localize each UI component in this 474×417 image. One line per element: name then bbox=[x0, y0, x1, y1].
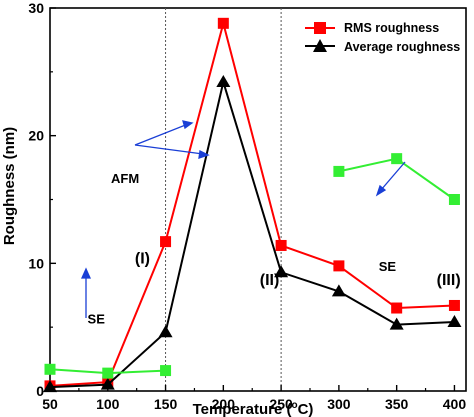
annotation-5: SE bbox=[88, 311, 106, 326]
legend-item-average: Average roughness bbox=[305, 39, 460, 54]
data-point-s1-5 bbox=[331, 284, 346, 297]
x-tick-label-200: 200 bbox=[212, 396, 236, 412]
legend-marker-rms bbox=[314, 22, 326, 34]
annotation-3: SE bbox=[379, 259, 397, 274]
x-tick-label-400: 400 bbox=[443, 396, 467, 412]
data-point-s1-2 bbox=[158, 325, 173, 338]
data-point-s0-6 bbox=[391, 302, 403, 314]
data-point-s0-5 bbox=[333, 260, 345, 272]
data-point-s0-2 bbox=[160, 236, 172, 248]
data-point-s2-0 bbox=[44, 363, 56, 375]
data-point-s2-2 bbox=[160, 365, 172, 377]
series-0 bbox=[44, 17, 460, 392]
axis-titles: Temperature (oC) Roughness (nm) bbox=[1, 127, 313, 417]
y-tick-label-30: 30 bbox=[28, 0, 44, 16]
data-point-s1-7 bbox=[447, 315, 462, 328]
x-tick-label-150: 150 bbox=[154, 396, 178, 412]
annotation-1: (I) bbox=[135, 250, 150, 267]
data-point-s1-3 bbox=[216, 75, 231, 88]
data-point-s0-3 bbox=[217, 17, 229, 29]
data-point-s3-2 bbox=[448, 194, 460, 205]
data-point-s3-1 bbox=[391, 153, 403, 165]
data-point-s0-4 bbox=[275, 239, 287, 251]
series-line-3 bbox=[338, 157, 456, 201]
y-tick-label-10: 10 bbox=[28, 255, 44, 271]
legend-marker-average bbox=[313, 39, 327, 52]
afm-arrow-line-2 bbox=[134, 144, 204, 155]
annotation-4: (III) bbox=[437, 272, 461, 289]
data-point-s1-0 bbox=[43, 380, 57, 393]
data-point-s1-6 bbox=[389, 317, 404, 330]
data-point-s1-4 bbox=[274, 265, 289, 278]
se-arrow-line-right bbox=[380, 161, 406, 191]
se-arrow-head-left bbox=[80, 267, 92, 279]
series-2 bbox=[44, 363, 172, 379]
series-group bbox=[43, 17, 462, 393]
series-1 bbox=[43, 75, 462, 393]
data-point-s3-0 bbox=[333, 165, 345, 177]
data-point-s0-7 bbox=[448, 299, 460, 311]
afm-arrow-head-2 bbox=[198, 150, 210, 159]
y-tick-label-0: 0 bbox=[36, 383, 44, 399]
annotation-0: AFM bbox=[111, 171, 139, 186]
annotations: AFM (I) (II) SE (III) SE bbox=[80, 120, 461, 326]
region-dividers bbox=[165, 8, 282, 391]
afm-arrows bbox=[134, 120, 210, 159]
y-tick-label-20: 20 bbox=[28, 128, 44, 144]
x-tick-label-350: 350 bbox=[385, 396, 409, 412]
legend-item-rms: RMS roughness bbox=[305, 21, 439, 35]
x-tick-label-50: 50 bbox=[42, 396, 58, 412]
series-line-0 bbox=[49, 19, 455, 387]
series-3 bbox=[333, 153, 460, 205]
legend-label-rms: RMS roughness bbox=[344, 21, 439, 35]
se-arrow-right bbox=[375, 161, 406, 197]
afm-arrow-line-1 bbox=[134, 123, 189, 146]
data-point-s2-1 bbox=[102, 367, 114, 379]
x-tick-label-250: 250 bbox=[269, 396, 293, 412]
x-tick-label-300: 300 bbox=[327, 396, 351, 412]
se-arrow-head-right bbox=[375, 184, 387, 197]
series-line-1 bbox=[49, 78, 455, 389]
data-point-s1-1 bbox=[100, 377, 115, 390]
legend: RMS roughness Average roughness bbox=[305, 21, 460, 54]
y-axis-title: Roughness (nm) bbox=[1, 127, 18, 245]
annotation-2: (II) bbox=[260, 272, 280, 289]
axis-ticks: 50 100 150 200 250 300 350 400 0 10 20 30 bbox=[28, 0, 466, 412]
afm-arrow-head-1 bbox=[182, 120, 194, 130]
se-arrow-left bbox=[80, 267, 92, 318]
x-axis-title: Temperature (oC) bbox=[193, 400, 314, 417]
legend-label-average: Average roughness bbox=[344, 40, 460, 54]
x-tick-label-100: 100 bbox=[96, 396, 120, 412]
